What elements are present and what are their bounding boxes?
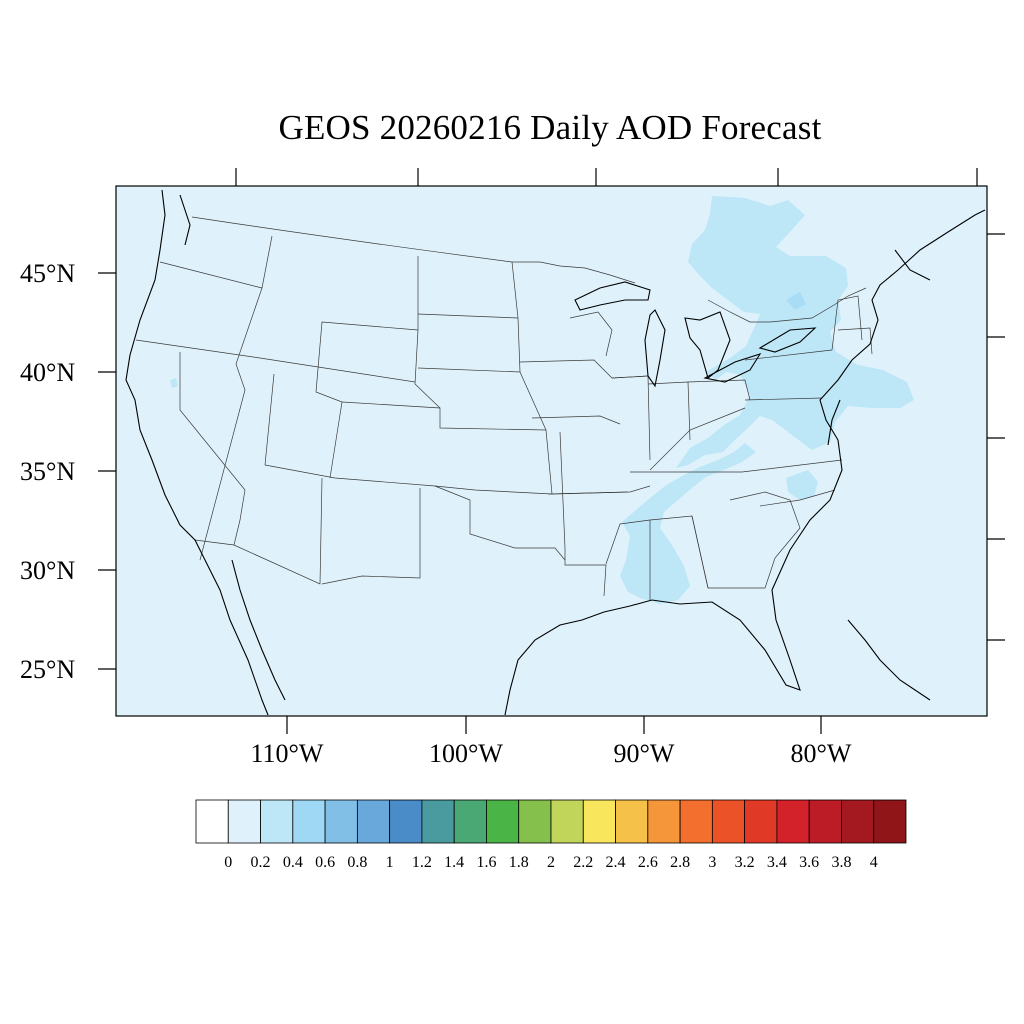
colorbar-label: 0.6 bbox=[315, 854, 335, 871]
colorbar-label: 2.2 bbox=[573, 854, 593, 871]
aod-plume-nevada bbox=[170, 378, 178, 388]
colorbar-swatch bbox=[744, 799, 778, 844]
colorbar-label: 1.6 bbox=[476, 854, 496, 871]
colorbar-swatch bbox=[841, 799, 875, 844]
map-ticks bbox=[98, 168, 1005, 734]
lat-label-40: 40°N bbox=[20, 358, 75, 387]
aod-spot-ontario bbox=[786, 292, 806, 310]
colorbar-label: 2.4 bbox=[606, 854, 626, 871]
lon-label-100w: 100°W bbox=[429, 739, 503, 768]
colorbar-label: 3.2 bbox=[735, 854, 755, 871]
colorbar-swatch bbox=[615, 799, 649, 844]
colorbar: 0 0.2 0.4 0.6 0.8 1 1.2 1.4 1.6 1.8 2 2.2 2.4 2.6 2.8 3… bbox=[195, 799, 907, 871]
lon-label-80w: 80°W bbox=[791, 739, 852, 768]
colorbar-label: 1 bbox=[386, 854, 394, 871]
colorbar-swatch bbox=[873, 799, 907, 844]
colorbar-swatch bbox=[260, 799, 294, 844]
colorbar-swatch bbox=[679, 799, 713, 844]
colorbar-label: 1.4 bbox=[444, 854, 464, 871]
latitude-labels: 45°N 40°N 35°N 30°N 25°N bbox=[20, 259, 75, 684]
lat-label-30: 30°N bbox=[20, 556, 75, 585]
map-background bbox=[116, 186, 987, 716]
colorbar-swatch bbox=[518, 799, 552, 844]
lon-label-110w: 110°W bbox=[251, 739, 324, 768]
colorbar-label: 2 bbox=[547, 854, 555, 871]
colorbar-label: 1.8 bbox=[509, 854, 529, 871]
colorbar-label: 3 bbox=[708, 854, 716, 871]
colorbar-swatch bbox=[453, 799, 487, 844]
colorbar-label: 0.4 bbox=[283, 854, 303, 871]
colorbar-label: 0.8 bbox=[347, 854, 367, 871]
colorbar-swatch bbox=[808, 799, 842, 844]
colorbar-swatch bbox=[421, 799, 455, 844]
lon-label-90w: 90°W bbox=[614, 739, 675, 768]
colorbar-swatch bbox=[776, 799, 810, 844]
aod-plume-layer bbox=[170, 196, 914, 604]
colorbar-label: 3.4 bbox=[767, 854, 787, 871]
colorbar-swatch bbox=[195, 799, 229, 844]
longitude-labels: 110°W 100°W 90°W 80°W bbox=[251, 739, 852, 768]
colorbar-swatch bbox=[486, 799, 520, 844]
aod-plume-northeast bbox=[676, 196, 914, 468]
colorbar-label: 3.8 bbox=[831, 854, 851, 871]
colorbar-swatch bbox=[647, 799, 681, 844]
colorbar-swatch bbox=[711, 799, 746, 844]
map-title: GEOS 20260216 Daily AOD Forecast bbox=[278, 108, 822, 147]
colorbar-swatch bbox=[550, 799, 584, 844]
colorbar-label: 2.8 bbox=[670, 854, 690, 871]
colorbar-label: 3.6 bbox=[799, 854, 819, 871]
colorbar-label: 4 bbox=[870, 854, 878, 871]
colorbar-label: 1.2 bbox=[412, 854, 432, 871]
colorbar-swatch bbox=[582, 799, 616, 844]
colorbar-label: 2.6 bbox=[638, 854, 658, 871]
colorbar-swatch bbox=[292, 799, 326, 844]
colorbar-swatch bbox=[389, 799, 423, 844]
colorbar-swatch bbox=[356, 799, 391, 844]
map-frame bbox=[115, 185, 988, 717]
colorbar-swatch bbox=[227, 799, 261, 844]
coastlines bbox=[125, 189, 986, 716]
colorbar-label: 0.2 bbox=[251, 854, 271, 871]
colorbar-label: 0 bbox=[224, 854, 232, 871]
aod-plume-carolinas bbox=[786, 470, 818, 500]
lat-label-45: 45°N bbox=[20, 259, 75, 288]
aod-plume-southeast bbox=[620, 443, 756, 604]
lat-label-35: 35°N bbox=[20, 457, 75, 486]
colorbar-swatch bbox=[324, 799, 358, 844]
lat-label-25: 25°N bbox=[20, 655, 75, 684]
state-boundaries bbox=[135, 216, 873, 600]
